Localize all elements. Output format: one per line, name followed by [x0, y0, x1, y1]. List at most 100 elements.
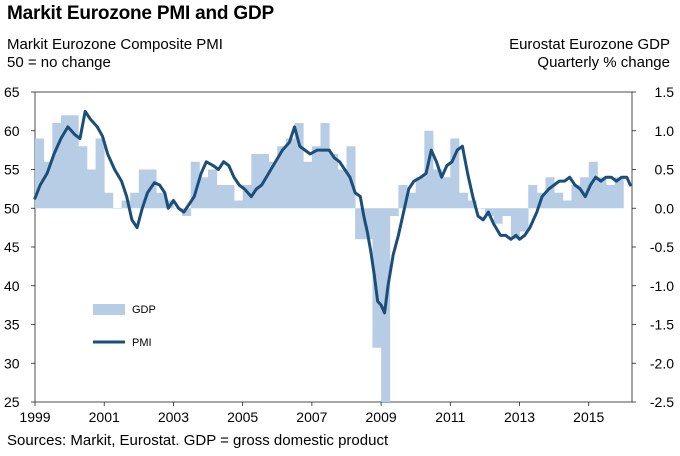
- gdp-bar: [450, 138, 460, 209]
- gdp-bar: [156, 192, 166, 209]
- right-axis: 1.5 1.0 0.5 0.0 -0.5 -1.0 -1.5 -2.0 -2.5: [632, 84, 674, 410]
- gdp-bar: [225, 185, 235, 209]
- gdp-bar: [60, 115, 71, 209]
- gdp-bar: [234, 200, 244, 209]
- gdp-bar: [554, 192, 564, 209]
- left-axis: 25 30 35 40 45 50 55 60 65: [4, 84, 35, 410]
- gdp-bar: [242, 185, 252, 209]
- gdp-bar: [329, 154, 339, 209]
- gdp-bar: [502, 208, 512, 216]
- left-tick-label: 25: [4, 394, 20, 410]
- gdp-bar: [433, 169, 443, 209]
- gdp-bar: [303, 161, 313, 209]
- gdp-bar: [424, 130, 434, 209]
- gdp-bar: [545, 177, 555, 209]
- gdp-bar: [467, 200, 477, 209]
- gdp-bar: [458, 192, 469, 209]
- gdp-bar: [104, 192, 114, 209]
- x-tick-label: 2007: [296, 409, 327, 425]
- gdp-bar: [190, 161, 200, 209]
- right-tick-label: 1.0: [655, 123, 675, 139]
- gdp-bar: [320, 123, 330, 209]
- gdp-bar: [78, 146, 88, 209]
- chart-title: Markit Eurozone PMI and GDP: [7, 3, 274, 24]
- gdp-bar: [147, 169, 157, 209]
- gdp-bar: [363, 208, 373, 240]
- right-axis-title-line2: Quarterly % change: [537, 54, 670, 71]
- gdp-bar: [398, 185, 408, 209]
- pmi-line-group: [33, 109, 632, 315]
- gdp-bar: [35, 138, 45, 209]
- left-tick-label: 55: [4, 162, 20, 178]
- left-axis-title-line1: Markit Eurozone Composite PMI: [7, 36, 223, 53]
- gdp-bar: [311, 146, 321, 209]
- gdp-bar: [138, 169, 148, 209]
- x-tick-label: 2003: [158, 409, 189, 425]
- plot-frame: [34, 91, 633, 403]
- gdp-bar: [86, 169, 96, 209]
- right-tick-label: 1.5: [655, 84, 675, 100]
- left-axis-title: Markit Eurozone Composite PMI 50 = no ch…: [7, 36, 223, 72]
- x-tick-label: 2009: [366, 409, 397, 425]
- gdp-bar: [407, 192, 417, 209]
- gdp-bar: [130, 192, 140, 209]
- x-tick-label: 2011: [435, 409, 465, 425]
- gdp-bars: [35, 115, 624, 402]
- x-tick-label: 2005: [227, 409, 258, 425]
- x-axis: 1999 2001 2003 2005 2007 2009 2011 2013 2015: [19, 402, 605, 425]
- gdp-bar: [95, 138, 105, 209]
- left-tick-label: 65: [4, 84, 20, 100]
- right-tick-label: -2.5: [650, 394, 674, 410]
- left-axis-title-line2: 50 = no change: [7, 54, 111, 71]
- gdp-bar: [571, 185, 581, 209]
- x-tick-label: 2013: [504, 409, 535, 425]
- gdp-bar: [69, 115, 79, 209]
- gdp-bar: [415, 177, 425, 209]
- left-tick-label: 60: [4, 123, 20, 139]
- legend-pmi-label: PMI: [132, 337, 152, 349]
- gdp-bar: [208, 169, 218, 209]
- right-axis-title-line1: Eurostat Eurozone GDP: [509, 36, 670, 53]
- gdp-bar: [268, 161, 278, 209]
- left-tick-label: 45: [4, 239, 20, 255]
- right-tick-label: 0.5: [655, 162, 675, 178]
- gdp-bar: [294, 123, 304, 209]
- gdp-bar: [52, 123, 62, 209]
- gdp-bar: [182, 208, 192, 216]
- gdp-bar: [614, 177, 624, 209]
- left-tick-label: 30: [4, 355, 20, 371]
- gdp-bar: [43, 161, 53, 209]
- gdp-bar: [562, 200, 572, 209]
- right-tick-label: -1.0: [650, 278, 674, 294]
- legend: GDP PMI: [93, 304, 156, 349]
- source-note: Sources: Markit, Eurostat. GDP = gross d…: [7, 432, 389, 449]
- x-tick-label: 2015: [573, 409, 604, 425]
- left-tick-label: 35: [4, 317, 20, 333]
- gdp-bar: [441, 177, 451, 209]
- x-tick-label: 2001: [89, 409, 120, 425]
- legend-gdp-label: GDP: [132, 304, 156, 316]
- gdp-bar: [121, 200, 131, 209]
- gdp-bar: [199, 177, 209, 209]
- gdp-bar: [510, 208, 520, 240]
- right-tick-label: 0.0: [655, 200, 675, 216]
- gdp-bar: [372, 208, 382, 348]
- right-tick-label: -1.5: [650, 317, 674, 333]
- right-axis-title: Eurostat Eurozone GDP Quarterly % change: [509, 36, 670, 72]
- gdp-bar: [597, 177, 607, 209]
- gdp-bar: [476, 208, 486, 209]
- gdp-bar: [389, 208, 399, 216]
- gdp-bar: [528, 185, 538, 209]
- gdp-bar: [251, 154, 261, 209]
- gdp-bar: [216, 185, 226, 209]
- gdp-bar: [355, 208, 365, 240]
- right-tick-label: -2.0: [650, 355, 674, 371]
- gdp-bar: [606, 185, 616, 209]
- gdp-bar: [285, 138, 295, 209]
- left-tick-label: 40: [4, 278, 20, 294]
- gdp-bar: [588, 161, 598, 209]
- gdp-bar: [112, 208, 122, 209]
- x-tick-label: 1999: [19, 409, 50, 425]
- pmi-line: [33, 109, 632, 315]
